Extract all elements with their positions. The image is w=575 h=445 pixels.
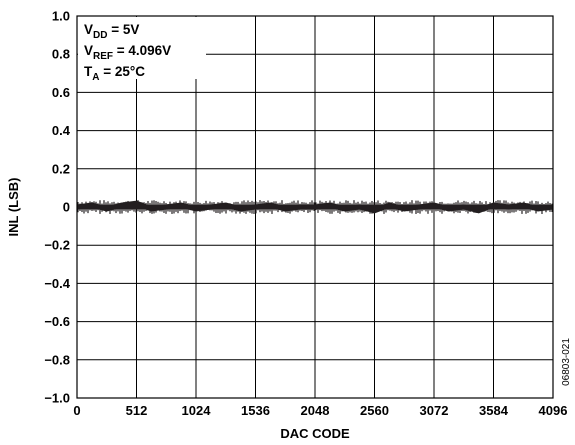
y-tick-label: −0.2 — [44, 238, 70, 253]
plot-frame — [76, 15, 554, 399]
figure-id: 06803-021 — [561, 338, 572, 386]
x-tick-label: 0 — [73, 403, 80, 418]
ta-condition: TA = 25°C — [84, 64, 145, 83]
x-tick-label: 2048 — [301, 403, 330, 418]
y-tick-labels: 1.0 0.8 0.6 0.4 0.2 0 −0.2 −0.4 −0.6 −0.8 −1.0 — [44, 9, 70, 406]
y-tick-label: −1.0 — [44, 391, 70, 406]
x-axis-title: DAC CODE — [280, 426, 350, 441]
test-conditions: VDD = 5V VREF = 4.096V TA = 25°C — [84, 22, 171, 83]
y-tick-label: 0 — [63, 200, 70, 215]
x-tick-label: 4096 — [539, 403, 568, 418]
y-axis-title: INL (LSB) — [6, 178, 21, 237]
y-tick-label: 0.2 — [52, 161, 70, 176]
y-tick-label: −0.6 — [44, 314, 70, 329]
y-tick-label: −0.8 — [44, 352, 70, 367]
x-tick-label: 3072 — [420, 403, 449, 418]
x-tick-label: 3584 — [479, 403, 509, 418]
y-tick-label: 1.0 — [52, 9, 70, 24]
y-tick-label: 0.8 — [52, 47, 70, 62]
y-tick-label: 0.4 — [52, 123, 71, 138]
series-layer — [76, 200, 554, 214]
x-tick-label: 2560 — [360, 403, 389, 418]
conditions-box-background — [78, 17, 206, 79]
vref-condition: VREF = 4.096V — [84, 43, 171, 62]
x-tick-label: 1536 — [241, 403, 270, 418]
vdd-condition: VDD = 5V — [84, 22, 139, 41]
x-tick-labels: 0 512 1024 1536 2048 2560 3072 3584 4096 — [73, 403, 567, 418]
y-tick-label: −0.4 — [44, 276, 70, 291]
y-tick-label: 0.6 — [52, 85, 70, 100]
plot-border — [76, 15, 554, 399]
inl-noise-band — [77, 204, 553, 210]
x-tick-label: 512 — [126, 403, 148, 418]
x-tick-label: 1024 — [182, 403, 212, 418]
